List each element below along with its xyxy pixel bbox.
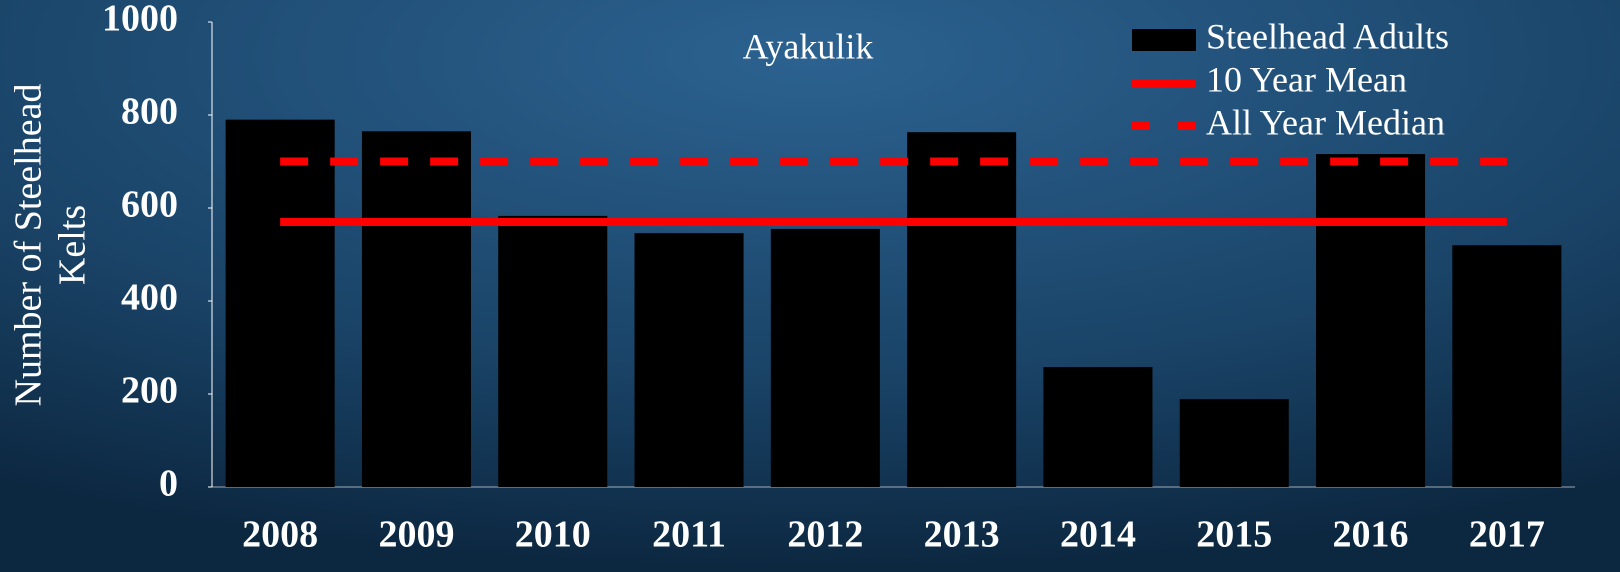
bar xyxy=(498,215,608,487)
bar xyxy=(1452,245,1562,487)
bar xyxy=(907,132,1017,487)
x-tick-label: 2016 xyxy=(1333,514,1409,556)
x-tick-label: 2010 xyxy=(515,514,591,556)
x-tick-label: 2011 xyxy=(652,514,726,556)
chart-title: Ayakulik xyxy=(743,26,874,66)
bar xyxy=(1043,367,1153,487)
y-tick-label: 600 xyxy=(121,184,178,226)
bar xyxy=(770,228,880,488)
y-axis-label: Kelts xyxy=(52,205,94,285)
x-tick-label: 2015 xyxy=(1196,514,1272,556)
y-tick-label: 400 xyxy=(121,277,178,319)
bar xyxy=(225,119,335,488)
legend-label: Steelhead Adults xyxy=(1206,16,1449,56)
y-tick-label: 1000 xyxy=(102,0,178,40)
bar xyxy=(1179,399,1289,487)
x-tick-label: 2013 xyxy=(924,514,1000,556)
y-tick-label: 800 xyxy=(121,91,178,133)
y-tick-label: 200 xyxy=(121,370,178,412)
bar xyxy=(361,131,471,487)
bar xyxy=(634,233,744,487)
legend-swatch xyxy=(1132,29,1196,51)
x-tick-label: 2012 xyxy=(787,514,863,556)
x-tick-label: 2008 xyxy=(242,514,318,556)
legend-label: 10 Year Mean xyxy=(1206,59,1407,99)
x-tick-label: 2009 xyxy=(378,514,454,556)
x-tick-label: 2014 xyxy=(1060,514,1136,556)
bar xyxy=(1316,154,1426,487)
y-tick-label: 0 xyxy=(159,463,178,505)
x-tick-label: 2017 xyxy=(1469,514,1545,556)
legend-label: All Year Median xyxy=(1206,102,1445,142)
y-axis-label: Number of Steelhead xyxy=(8,84,50,407)
